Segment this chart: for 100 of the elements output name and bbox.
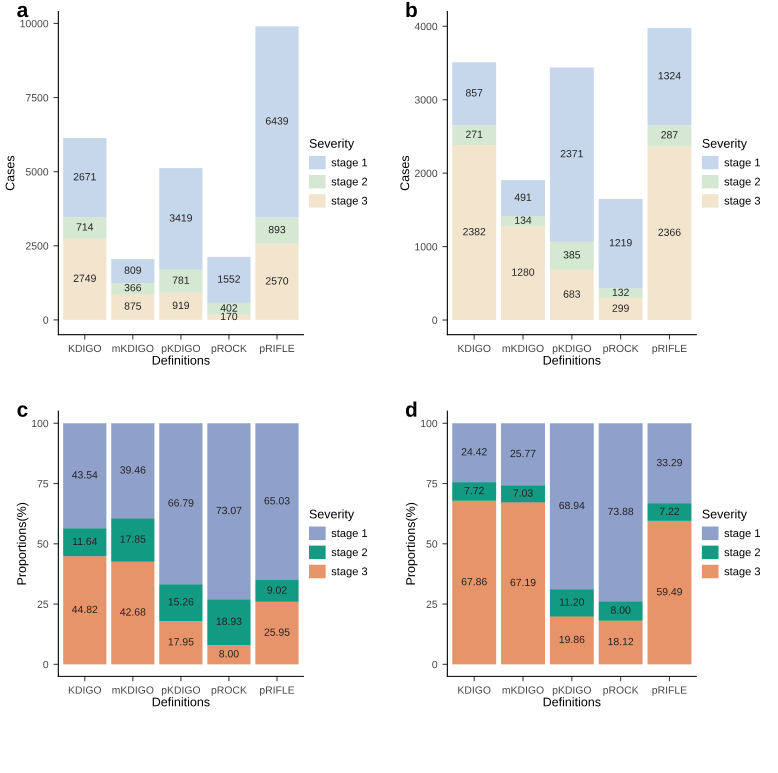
data-label: 7.03 (513, 489, 533, 497)
data-label: 68.94 (559, 502, 585, 510)
data-label: 893 (268, 226, 286, 234)
y-axis-title: Proportions(%) (16, 502, 28, 584)
data-label: 714 (76, 223, 94, 231)
legend-label: stage 2 (724, 178, 760, 188)
bar (255, 26, 299, 218)
data-label: 42.68 (120, 608, 146, 616)
data-label: 11.20 (560, 598, 584, 606)
bar (159, 168, 203, 270)
data-label: 9.02 (267, 586, 287, 594)
x-tick-label: pKDIGO (552, 344, 592, 354)
x-tick-label: pRIFLE (260, 686, 294, 696)
bar (598, 198, 643, 288)
data-label: 1280 (512, 268, 534, 276)
x-axis-title: Definitions (152, 356, 210, 365)
bar (550, 423, 594, 590)
y-tick-label: 25 (426, 600, 438, 608)
data-label: 2371 (560, 150, 583, 158)
bar (63, 138, 106, 218)
bar (63, 217, 106, 238)
data-label: 59.49 (656, 588, 682, 596)
bar (111, 259, 154, 284)
legend-label: stage 1 (332, 529, 368, 540)
data-label: 385 (564, 251, 580, 259)
data-label: 8.00 (219, 650, 239, 658)
data-label: 25.95 (264, 628, 290, 636)
bar (452, 482, 496, 501)
data-label: 65.03 (264, 497, 290, 504)
bar (159, 292, 203, 320)
data-label: 132 (612, 288, 629, 296)
bar (452, 145, 496, 320)
bar (111, 283, 154, 294)
bar (255, 423, 299, 580)
y-tick-label: 0 (43, 316, 48, 324)
x-tick-label: mKDIGO (112, 686, 154, 694)
data-label: 24.42 (462, 448, 487, 456)
data-label: 809 (124, 266, 142, 274)
data-label: 8.00 (610, 606, 630, 614)
data-label: 73.07 (216, 506, 242, 514)
data-label: 402 (220, 304, 238, 312)
data-label: 919 (172, 302, 190, 310)
bar (550, 242, 594, 270)
bar (255, 602, 299, 664)
bar (452, 423, 496, 482)
x-tick-label: mKDIGO (112, 344, 154, 352)
bar (550, 616, 594, 664)
data-label: 67.19 (510, 578, 536, 586)
y-axis-title: Proportions(%) (406, 502, 418, 584)
bar (550, 270, 594, 320)
y-tick-label: 7500 (26, 94, 48, 102)
y-tick-label: 100 (32, 420, 48, 428)
data-label: 1219 (610, 239, 632, 246)
bar (111, 294, 154, 320)
y-tick-label: 4000 (414, 22, 438, 30)
x-tick-label: KDIGO (458, 686, 490, 694)
legend-title: Severity (702, 509, 747, 521)
bar (159, 621, 203, 664)
data-label: 2366 (658, 228, 681, 236)
x-tick-label: pKDIGO (162, 344, 200, 354)
bar (159, 269, 203, 293)
data-label: 366 (124, 284, 142, 292)
bar (501, 226, 545, 320)
data-label: 18.93 (216, 618, 242, 626)
bar (647, 146, 692, 320)
y-tick-label: 0 (432, 660, 438, 668)
bar (159, 584, 203, 622)
legend-label: stage 2 (332, 178, 368, 188)
y-tick-label: 5000 (26, 168, 48, 176)
data-label: 39.46 (120, 466, 146, 474)
legend-title: Severity (310, 509, 354, 521)
data-label: 1324 (658, 72, 681, 80)
legend-label: stage 3 (332, 567, 368, 578)
bar (159, 423, 203, 584)
x-tick-label: pROCK (212, 344, 247, 354)
data-label: 18.12 (608, 638, 634, 646)
y-axis-title: Cases (6, 156, 14, 190)
y-axis-title: Cases (400, 156, 410, 190)
bar (550, 589, 594, 616)
data-label: 875 (124, 302, 142, 310)
legend-label: stage 1 (332, 158, 368, 169)
x-tick-label: pRIFLE (652, 686, 687, 696)
bar (207, 256, 251, 303)
bar (647, 504, 692, 521)
data-label: 17.85 (120, 535, 146, 543)
data-label: 19.86 (560, 636, 584, 644)
data-label: 3419 (170, 214, 192, 222)
bar (501, 485, 545, 502)
data-label: 15.26 (168, 598, 194, 606)
bar (63, 238, 106, 320)
bar (647, 28, 692, 126)
legend-title: Severity (310, 138, 354, 150)
x-axis-title: Definitions (152, 697, 210, 706)
data-label: 683 (564, 290, 580, 298)
bar (598, 601, 643, 621)
data-label: 134 (515, 216, 532, 224)
bar (598, 423, 643, 602)
bar (111, 518, 154, 562)
bar (550, 67, 594, 242)
data-label: 73.88 (608, 508, 634, 516)
